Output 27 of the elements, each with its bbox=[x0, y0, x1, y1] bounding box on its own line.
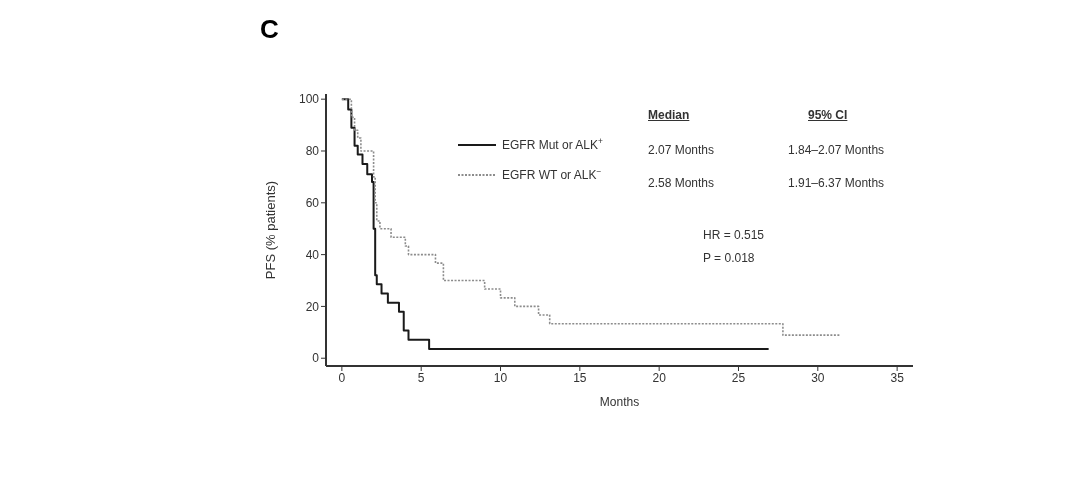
legend-label: EGFR WT or ALK$^{−}$ bbox=[502, 166, 602, 182]
y-tick-label: 60 bbox=[305, 196, 320, 211]
x-axis-title: Months bbox=[599, 395, 640, 409]
annotation: 1.84–2.07 Months bbox=[788, 143, 885, 157]
annotation: HR = 0.515 bbox=[703, 228, 765, 242]
x-tick-label: 10 bbox=[493, 370, 508, 385]
x-tick-label: 0 bbox=[338, 370, 346, 385]
x-tick-label: 35 bbox=[890, 370, 905, 385]
y-tick-label: 100 bbox=[298, 92, 320, 107]
annotation: 2.58 Months bbox=[648, 176, 715, 190]
y-axis-title: PFS (% patients) bbox=[262, 180, 278, 280]
chart-title: C bbox=[260, 14, 279, 45]
y-tick-label: 0 bbox=[312, 351, 320, 366]
y-tick-label: 40 bbox=[305, 247, 320, 262]
x-tick-label: 5 bbox=[417, 370, 425, 385]
x-tick-label: 15 bbox=[573, 370, 587, 385]
x-tick-label: 30 bbox=[811, 370, 825, 385]
annotation: 95% CI bbox=[808, 108, 848, 122]
y-tick-label: 20 bbox=[305, 299, 320, 314]
x-tick-label: 25 bbox=[731, 370, 746, 385]
y-tick-label: 80 bbox=[305, 144, 320, 159]
annotation: Median bbox=[648, 108, 690, 122]
annotation: 1.91–6.37 Months bbox=[788, 176, 885, 190]
x-tick-label: 20 bbox=[652, 370, 667, 385]
annotation: P = 0.018 bbox=[703, 251, 755, 265]
legend-label: EGFR Mut or ALK$^{+}$ bbox=[502, 136, 604, 152]
annotation: 2.07 Months bbox=[648, 143, 715, 157]
